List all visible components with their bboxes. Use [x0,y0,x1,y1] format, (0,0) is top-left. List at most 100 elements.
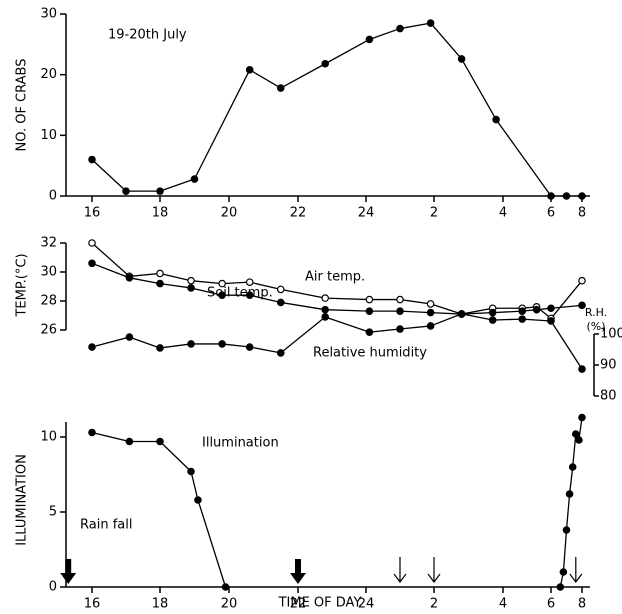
x-tick-label: 22 [290,597,307,612]
x-tick-label: 6 [547,206,555,221]
data-point [218,340,226,348]
data-point [156,344,164,352]
y-tick-label: 10 [40,430,57,445]
x-tick-label: 8 [578,206,586,221]
x-axis-label: TIME OF DAY [278,596,362,611]
data-point [156,269,164,278]
data-point [321,313,330,321]
x-tick-label: 24 [358,597,375,612]
data-point [365,328,374,336]
data-point [88,428,96,437]
x-tick-label: 20 [221,597,238,612]
y-tick-label: 32 [40,236,57,251]
y-tick-label: 0 [49,189,57,204]
data-point [532,305,541,314]
rain-arrow-light [393,557,407,583]
annotation: 19-20th July [108,28,187,43]
x-tick-label: 2 [430,206,438,221]
y-axis-label: ILLUMINATION [15,454,30,546]
data-point [218,279,226,288]
data-point [518,315,527,323]
series-line [91,242,583,319]
data-point [321,294,330,302]
x-tick-label: 4 [499,206,507,221]
data-point [547,192,555,200]
x-tick-label: 6 [547,597,555,612]
data-point [276,84,285,92]
y-tick-label: 20 [40,67,57,82]
data-point [187,340,195,348]
x-tick-label: 18 [152,597,169,612]
data-point [125,437,134,446]
data-point [365,295,374,304]
series-label: Relative humidity [313,346,427,361]
data-point [321,59,330,68]
data-point [492,115,500,124]
data-point [156,437,164,446]
data-point [559,568,568,576]
data-point [88,259,96,268]
data-point [562,526,571,534]
data-point [578,413,586,422]
series-line [91,417,583,588]
data-point [518,307,527,315]
data-point [396,24,404,33]
y2-tick-label: 100 [600,327,622,342]
y2-axis-label: (%) [586,320,605,333]
x-tick-label: 16 [84,597,101,612]
data-point [578,192,586,200]
series-line [91,262,583,315]
data-point [578,365,586,373]
data-point [187,467,195,476]
data-point [187,284,195,292]
rain-arrow-heavy [60,559,77,584]
rain-arrow-heavy [290,559,306,584]
data-point [396,325,404,333]
x-tick-label: 22 [290,206,307,221]
y-tick-label: 10 [40,128,57,143]
x-tick-label: 24 [358,206,375,221]
data-point [245,343,254,351]
data-point [426,19,435,27]
data-point [276,298,285,307]
data-point [88,155,96,164]
data-point [221,583,230,591]
data-point [187,276,195,285]
series-label: Soil temp. [207,286,273,301]
data-point [321,305,330,314]
data-point [457,310,466,318]
data-point [547,304,555,313]
data-point [88,343,96,351]
rain-fall-label: Rain fall [80,518,132,533]
data-point [88,239,96,247]
data-point [426,300,435,308]
y2-tick-label: 80 [600,389,617,404]
series-label: Illumination [202,436,279,451]
data-point [365,35,374,44]
data-point [426,322,435,330]
data-point [578,301,586,310]
data-point [565,490,574,498]
x-tick-label: 4 [499,597,507,612]
data-point [218,291,226,300]
data-point [488,316,497,324]
data-point [156,279,164,288]
data-point [245,291,254,300]
data-point [556,583,565,591]
data-point [396,295,404,304]
data-point [426,308,435,317]
y2-tick-label: 90 [600,358,617,373]
data-point [276,349,285,357]
x-tick-label: 2 [430,597,438,612]
y-tick-label: 5 [49,505,57,520]
data-point [578,276,586,285]
y-tick-label: 28 [40,294,57,309]
x-tick-label: 20 [221,206,238,221]
series-label: Air temp. [305,270,365,285]
data-point [571,430,580,438]
data-point [125,273,134,282]
y-tick-label: 0 [49,580,57,595]
rain-arrow-light [569,557,583,583]
data-point [488,308,497,317]
